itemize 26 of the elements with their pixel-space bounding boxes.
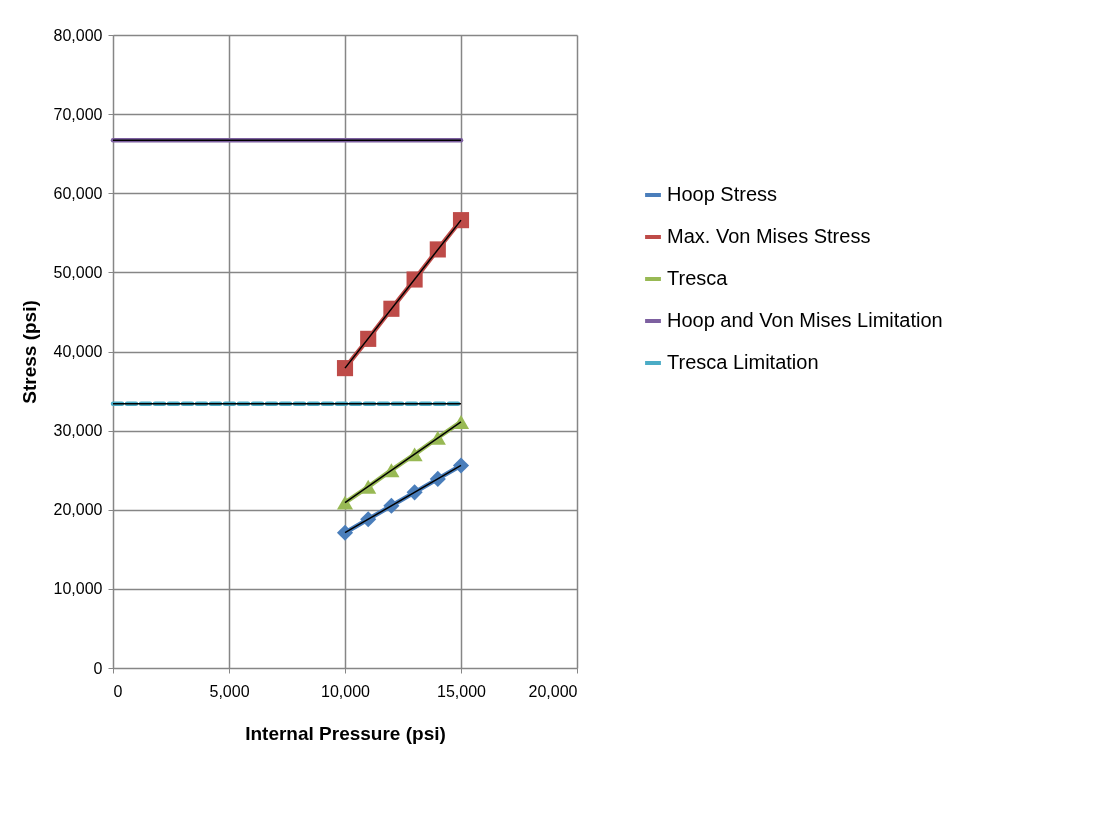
x-axis-title: Internal Pressure (psi) <box>245 722 446 744</box>
point <box>452 457 470 474</box>
y-tick-label: 10,000 <box>53 580 103 598</box>
x-tick-label: 10,000 <box>321 682 371 700</box>
y-tick-label: 70,000 <box>53 105 103 123</box>
x-tick-label: 0 <box>113 682 123 700</box>
legend-label: Max. Von Mises Stress <box>667 225 871 247</box>
point <box>336 524 354 541</box>
y-tick-label: 30,000 <box>53 422 103 440</box>
legend-label: Tresca <box>667 267 729 289</box>
x-tick-label: 20,000 <box>528 682 578 700</box>
y-tick-label: 60,000 <box>53 184 103 202</box>
legend-label: Hoop Stress <box>667 183 778 205</box>
y-axis-title: Stress (psi) <box>18 300 40 404</box>
point <box>336 495 354 510</box>
y-tick-label: 40,000 <box>53 343 103 360</box>
y-tick-label: 50,000 <box>53 263 103 281</box>
point <box>452 212 470 229</box>
y-tick-label: 80,000 <box>53 26 103 44</box>
legend-label: Tresca Limitation <box>667 351 819 373</box>
y-tick-label: 20,000 <box>53 501 103 519</box>
legend-label: Hoop and Von Mises Limitation <box>667 309 943 331</box>
x-tick-label: 15,000 <box>437 682 487 700</box>
point <box>336 360 354 377</box>
y-tick-label: 0 <box>93 659 103 677</box>
x-tick-label: 5,000 <box>209 682 250 700</box>
